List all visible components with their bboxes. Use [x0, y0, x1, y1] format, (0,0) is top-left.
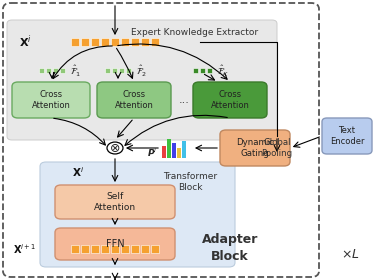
- Text: Cross
Attention: Cross Attention: [32, 90, 70, 110]
- FancyBboxPatch shape: [91, 245, 99, 253]
- Bar: [167, 139, 171, 158]
- FancyBboxPatch shape: [91, 38, 99, 46]
- Text: Text
Encoder: Text Encoder: [330, 126, 364, 146]
- Text: Cross
Attention: Cross Attention: [115, 90, 153, 110]
- Text: $\hat{\mathcal{F}}_K$: $\hat{\mathcal{F}}_K$: [217, 64, 230, 79]
- Text: $\mathbf{X}^i$: $\mathbf{X}^i$: [72, 165, 84, 179]
- FancyBboxPatch shape: [71, 38, 79, 46]
- FancyBboxPatch shape: [55, 228, 175, 260]
- Text: $\hat{\mathcal{F}}_2$: $\hat{\mathcal{F}}_2$: [136, 64, 147, 79]
- FancyBboxPatch shape: [121, 38, 129, 46]
- Text: ...: ...: [179, 95, 190, 105]
- Text: FFN: FFN: [106, 239, 124, 249]
- FancyBboxPatch shape: [220, 130, 290, 166]
- FancyBboxPatch shape: [81, 38, 89, 46]
- FancyBboxPatch shape: [101, 245, 109, 253]
- FancyBboxPatch shape: [39, 68, 44, 73]
- Text: $\boldsymbol{P}^i$: $\boldsymbol{P}^i$: [147, 147, 157, 159]
- FancyBboxPatch shape: [112, 68, 117, 73]
- FancyBboxPatch shape: [46, 68, 51, 73]
- Text: $\otimes$: $\otimes$: [109, 141, 121, 155]
- Text: $\times L$: $\times L$: [341, 249, 359, 262]
- FancyBboxPatch shape: [97, 82, 171, 118]
- FancyBboxPatch shape: [131, 38, 139, 46]
- FancyBboxPatch shape: [141, 245, 149, 253]
- FancyBboxPatch shape: [101, 38, 109, 46]
- Text: Transformer
Block: Transformer Block: [163, 172, 217, 192]
- FancyBboxPatch shape: [111, 245, 119, 253]
- Text: $\mathbf{X}^{i+1}$: $\mathbf{X}^{i+1}$: [13, 242, 37, 256]
- FancyBboxPatch shape: [193, 82, 267, 118]
- FancyBboxPatch shape: [121, 245, 129, 253]
- Bar: [182, 141, 186, 158]
- Text: Expert Knowledge Extractor: Expert Knowledge Extractor: [132, 28, 259, 37]
- FancyBboxPatch shape: [131, 245, 139, 253]
- FancyBboxPatch shape: [71, 245, 79, 253]
- Text: $\hat{\mathcal{F}}_1$: $\hat{\mathcal{F}}_1$: [70, 64, 82, 79]
- FancyBboxPatch shape: [7, 20, 277, 140]
- Text: Global
Pooling: Global Pooling: [261, 138, 293, 158]
- FancyBboxPatch shape: [200, 68, 205, 73]
- FancyBboxPatch shape: [60, 68, 65, 73]
- Bar: [172, 143, 176, 158]
- FancyBboxPatch shape: [12, 82, 90, 118]
- FancyBboxPatch shape: [151, 245, 159, 253]
- FancyBboxPatch shape: [55, 185, 175, 219]
- FancyBboxPatch shape: [111, 38, 119, 46]
- FancyBboxPatch shape: [193, 68, 197, 73]
- FancyBboxPatch shape: [119, 68, 124, 73]
- Bar: [177, 148, 181, 158]
- Text: Cross
Attention: Cross Attention: [211, 90, 249, 110]
- FancyBboxPatch shape: [151, 38, 159, 46]
- FancyBboxPatch shape: [322, 118, 372, 154]
- FancyBboxPatch shape: [141, 38, 149, 46]
- Circle shape: [107, 142, 123, 154]
- FancyBboxPatch shape: [206, 68, 211, 73]
- FancyBboxPatch shape: [105, 68, 110, 73]
- Text: Self
Attention: Self Attention: [94, 192, 136, 212]
- FancyBboxPatch shape: [81, 245, 89, 253]
- FancyBboxPatch shape: [40, 162, 235, 267]
- FancyBboxPatch shape: [53, 68, 58, 73]
- FancyBboxPatch shape: [126, 68, 131, 73]
- Text: $\mathbf{X}^i$: $\mathbf{X}^i$: [18, 34, 31, 50]
- Text: Adapter
Block: Adapter Block: [202, 233, 258, 263]
- Bar: [162, 146, 166, 158]
- Text: Dynamic
Gating: Dynamic Gating: [236, 138, 274, 158]
